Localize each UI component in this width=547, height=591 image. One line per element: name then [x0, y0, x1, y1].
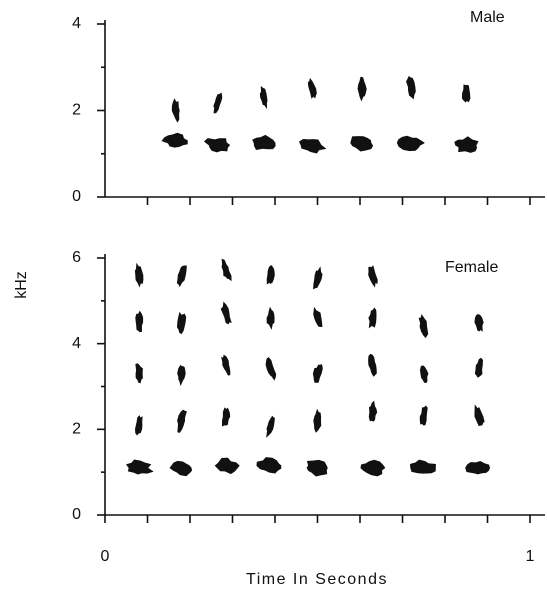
syllable — [256, 457, 282, 474]
x-axis-label: Time In Seconds — [246, 571, 388, 588]
syllable — [465, 460, 491, 475]
syllable — [214, 457, 240, 475]
syllable — [177, 409, 187, 433]
syllable — [357, 76, 367, 102]
y-tick-label: 4 — [72, 15, 81, 32]
syllable — [169, 460, 193, 477]
y-tick-label: 4 — [72, 335, 81, 352]
syllable — [161, 132, 188, 148]
syllable — [454, 136, 479, 153]
syllable — [350, 136, 374, 152]
syllable — [368, 307, 377, 329]
syllable — [135, 310, 144, 333]
x-tick-label: 0 — [101, 548, 110, 565]
y-axis-label: kHz — [13, 271, 30, 299]
syllable — [213, 92, 223, 114]
syllable — [134, 262, 144, 288]
syllable — [221, 354, 231, 376]
syllable — [266, 306, 275, 330]
syllable — [222, 407, 231, 427]
syllable — [368, 354, 377, 377]
syllable — [312, 364, 323, 383]
syllable — [418, 313, 429, 339]
syllable — [368, 265, 378, 288]
y-tick-label: 2 — [72, 421, 81, 438]
syllable — [396, 135, 425, 152]
syllable — [406, 75, 416, 100]
syllable — [125, 459, 154, 475]
syllable — [252, 134, 276, 151]
syllable — [474, 314, 484, 332]
syllable — [220, 301, 232, 325]
syllable — [221, 258, 232, 282]
syllable — [313, 306, 323, 328]
syllable — [419, 405, 428, 426]
syllable — [474, 404, 485, 427]
syllable — [265, 357, 277, 381]
syllable — [259, 85, 268, 109]
y-tick-label: 0 — [72, 188, 81, 205]
syllable — [306, 459, 328, 477]
syllable — [313, 408, 322, 433]
syllable — [368, 400, 378, 422]
panel-title: Female — [445, 259, 498, 276]
syllable — [135, 363, 143, 384]
syllable — [134, 415, 143, 436]
syllable — [176, 311, 187, 335]
syllable — [203, 138, 231, 153]
y-tick-label: 0 — [72, 506, 81, 523]
syllable — [409, 459, 436, 474]
syllable — [266, 415, 275, 438]
syllable — [360, 459, 386, 477]
syllable — [419, 365, 429, 384]
syllable — [177, 364, 186, 387]
syllable — [298, 138, 327, 154]
syllable — [176, 265, 187, 288]
panel-title: Male — [470, 9, 505, 26]
y-tick-label: 2 — [72, 102, 81, 119]
syllable — [171, 98, 180, 123]
syllable — [461, 84, 471, 103]
y-tick-label: 6 — [72, 249, 81, 266]
syllable — [266, 265, 275, 285]
syllable — [307, 77, 317, 99]
syllable — [313, 266, 323, 290]
syllable — [474, 357, 484, 378]
x-tick-label: 1 — [526, 548, 535, 565]
